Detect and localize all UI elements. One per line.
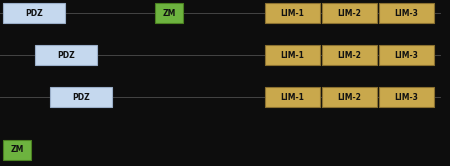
FancyBboxPatch shape	[3, 3, 65, 23]
FancyBboxPatch shape	[50, 87, 112, 107]
Text: LIM-3: LIM-3	[395, 92, 418, 101]
Text: LIM-3: LIM-3	[395, 50, 418, 59]
Text: PDZ: PDZ	[72, 92, 90, 101]
FancyBboxPatch shape	[379, 87, 434, 107]
Text: ZM: ZM	[162, 8, 176, 17]
Text: LIM-2: LIM-2	[338, 8, 361, 17]
FancyBboxPatch shape	[265, 45, 320, 65]
Text: LIM-3: LIM-3	[395, 8, 418, 17]
Text: ZM: ZM	[10, 146, 24, 155]
FancyBboxPatch shape	[155, 3, 183, 23]
Text: LIM-1: LIM-1	[280, 92, 305, 101]
FancyBboxPatch shape	[379, 3, 434, 23]
Text: LIM-1: LIM-1	[280, 50, 305, 59]
Text: LIM-2: LIM-2	[338, 92, 361, 101]
FancyBboxPatch shape	[3, 140, 31, 160]
Text: PDZ: PDZ	[57, 50, 75, 59]
Text: LIM-2: LIM-2	[338, 50, 361, 59]
FancyBboxPatch shape	[35, 45, 97, 65]
FancyBboxPatch shape	[379, 45, 434, 65]
FancyBboxPatch shape	[322, 3, 377, 23]
FancyBboxPatch shape	[322, 87, 377, 107]
Text: PDZ: PDZ	[25, 8, 43, 17]
FancyBboxPatch shape	[322, 45, 377, 65]
FancyBboxPatch shape	[265, 3, 320, 23]
FancyBboxPatch shape	[265, 87, 320, 107]
Text: LIM-1: LIM-1	[280, 8, 305, 17]
